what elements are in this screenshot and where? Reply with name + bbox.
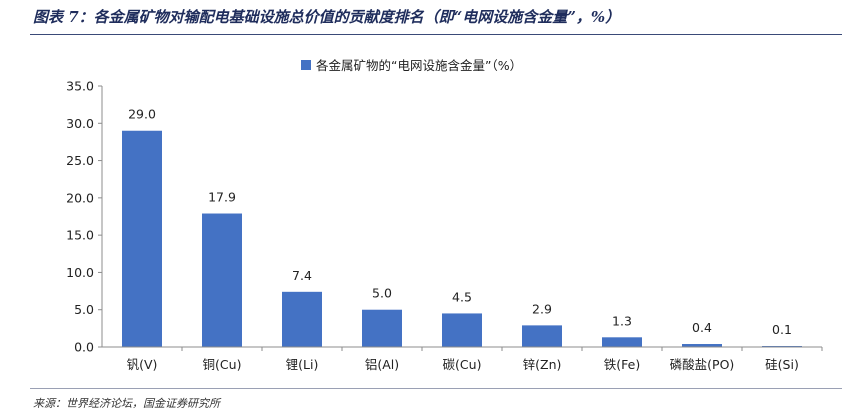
x-axis: 钒(V) 铜(Cu) 锂(Li) 铝(Al) 碳(Cu) 锌(Zn) 铁(Fe) 磷酸盐(PO… [102, 346, 823, 372]
y-tick-label: 10.0 [66, 265, 94, 280]
data-label: 5.0 [372, 286, 392, 301]
bar-chart: 各金属矿物的“电网设施含金量”（%） 0.0 5.0 10.0 15.0 20.0 25.… [66, 58, 823, 372]
bar [682, 344, 722, 347]
bar [602, 337, 642, 347]
data-label: 0.4 [692, 320, 712, 335]
bar [122, 130, 162, 347]
y-tick-label: 25.0 [66, 153, 94, 168]
y-tick-label: 20.0 [66, 190, 94, 205]
x-tick-label: 锂(Li) [286, 357, 319, 372]
data-labels: 29.0 17.9 7.4 5.0 4.5 2.9 1.3 0.4 0.1 [128, 107, 792, 337]
x-tick-label: 铁(Fe) [604, 357, 640, 372]
y-axis: 0.0 5.0 10.0 15.0 20.0 25.0 30.0 35.0 [66, 79, 103, 355]
x-tick-label: 铜(Cu) [203, 357, 242, 372]
data-label: 29.0 [128, 107, 156, 122]
bar [442, 313, 482, 347]
data-label: 7.4 [292, 268, 312, 283]
data-label: 2.9 [532, 301, 552, 316]
bar [522, 325, 562, 347]
x-tick-label: 硅(Si) [765, 357, 799, 372]
x-tick-label: 锌(Zn) [523, 357, 562, 372]
data-label: 17.9 [208, 190, 236, 205]
data-label: 4.5 [452, 289, 472, 304]
chart-title: 图表 7：各金属矿物对输配电基础设施总价值的贡献度排名（即“电网设施含金量”，%… [33, 8, 621, 26]
y-tick-label: 0.0 [74, 340, 94, 355]
x-tick-label: 铝(Al) [365, 357, 399, 372]
legend-swatch [301, 60, 311, 70]
y-tick-label: 15.0 [66, 228, 94, 243]
footer-rule [30, 388, 842, 389]
bar [202, 213, 242, 347]
x-tick-label: 碳(Cu) [443, 357, 482, 372]
y-tick-label: 35.0 [66, 79, 94, 94]
legend: 各金属矿物的“电网设施含金量”（%） [301, 58, 522, 73]
source-note: 来源：世界经济论坛，国金证券研究所 [33, 397, 220, 410]
x-tick-label: 磷酸盐(PO) [670, 357, 735, 372]
data-label: 0.1 [772, 322, 792, 337]
title-rule [30, 34, 842, 35]
y-tick-label: 30.0 [66, 116, 94, 131]
bars [122, 130, 802, 347]
bar [282, 291, 322, 347]
bar [362, 309, 402, 347]
x-tick-label: 钒(V) [127, 357, 158, 372]
y-tick-label: 5.0 [74, 302, 94, 317]
legend-label: 各金属矿物的“电网设施含金量”（%） [316, 58, 522, 73]
data-label: 1.3 [612, 313, 632, 328]
